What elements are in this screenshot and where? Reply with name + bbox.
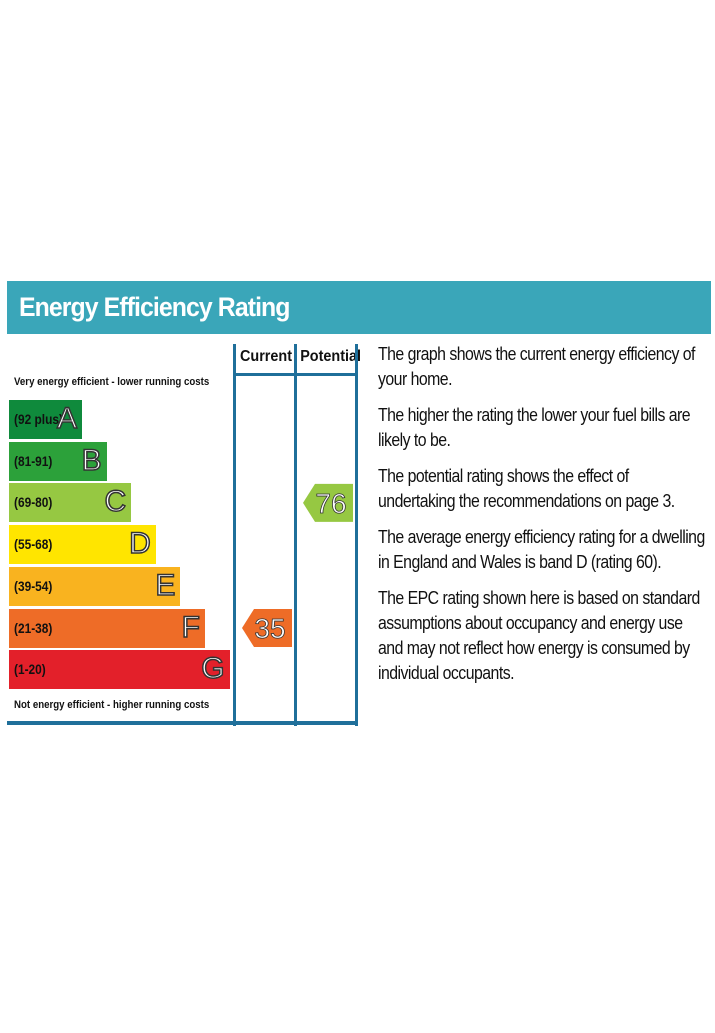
- band-range-label: (1-20): [14, 661, 46, 678]
- band-range-label: (39-54): [14, 577, 53, 594]
- band-e: (39-54) E: [9, 566, 181, 606]
- rating-arrows: 35 76: [242, 483, 353, 647]
- current-rating-arrow: 35: [242, 609, 292, 647]
- description-paragraph: The EPC rating shown here is based on st…: [378, 588, 700, 683]
- band-letter: D: [128, 526, 151, 561]
- band-c: (69-80) C: [9, 483, 132, 523]
- column-divider-right: [355, 344, 358, 726]
- current-rating-value: 35: [254, 613, 285, 644]
- band-a: (92 plus) A: [9, 400, 82, 439]
- band-d: (55-68) D: [9, 525, 156, 565]
- band-letter: A: [56, 401, 78, 436]
- description-paragraph: The potential rating shows the effect of…: [378, 466, 675, 511]
- band-b: (81-91) B: [9, 441, 107, 481]
- page-title: Energy Efficiency Rating: [19, 292, 290, 322]
- band-letter: B: [81, 443, 103, 478]
- potential-rating-value: 76: [315, 488, 346, 519]
- potential-column-heading: Potential: [300, 348, 362, 365]
- header-bar: Energy Efficiency Rating: [7, 281, 711, 334]
- band-letter: G: [200, 651, 225, 686]
- bottom-rule: [7, 721, 358, 725]
- band-range-label: (81-91): [14, 452, 53, 469]
- band-letter: E: [155, 568, 177, 603]
- band-letter: F: [181, 610, 201, 645]
- column-divider-left: [233, 344, 236, 726]
- description-paragraph: The graph shows the current energy effic…: [378, 344, 695, 389]
- band-range-label: (55-68): [14, 536, 53, 553]
- band-range-label: (69-80): [14, 494, 53, 511]
- top-note: Very energy efficient - lower running co…: [14, 376, 210, 388]
- rating-chart: Current Potential Very energy efficient …: [7, 340, 362, 730]
- band-letter: C: [104, 485, 127, 520]
- bottom-note: Not energy efficient - higher running co…: [14, 699, 210, 711]
- header-rule: [233, 373, 358, 376]
- column-divider-middle: [294, 344, 297, 726]
- band-f: (21-38) F: [9, 608, 205, 648]
- description-paragraph: The average energy efficiency rating for…: [378, 527, 705, 572]
- band-g: (1-20) G: [9, 650, 230, 690]
- band-range-label: (92 plus): [14, 411, 63, 427]
- band-range-label: (21-38): [14, 619, 53, 636]
- current-column-heading: Current: [239, 348, 293, 365]
- description: The graph shows the current energy effic…: [378, 342, 708, 697]
- description-paragraph: The higher the rating the lower your fue…: [378, 405, 691, 450]
- potential-rating-arrow: 76: [303, 483, 353, 522]
